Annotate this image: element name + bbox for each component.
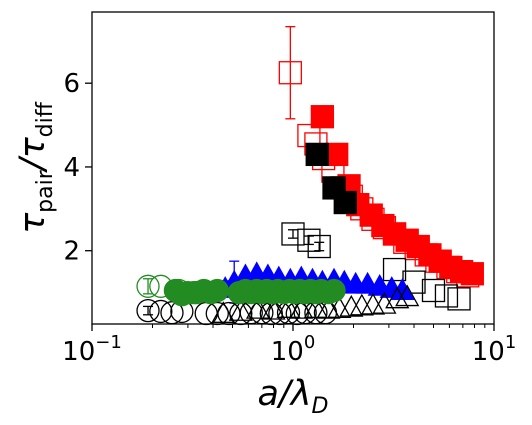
series-5-triangle-point (261, 297, 286, 320)
x-tick-exponent: −1 (95, 332, 122, 353)
y-axis-label-tau: τ (13, 212, 53, 234)
y-tick-label: 4 (63, 153, 80, 183)
series-1-square-point (310, 105, 335, 129)
series-7-circle-point (136, 274, 160, 298)
series-1-square-point (460, 262, 484, 286)
series-8-circle-point (322, 278, 346, 303)
series-0-square-point (278, 61, 302, 85)
series-5-triangle-point (395, 284, 420, 307)
y-tick-label: 6 (63, 69, 80, 99)
series-3-square-point (421, 278, 446, 303)
x-tick-label: 10−1 (62, 332, 122, 367)
x-axis-label-subscript: D (312, 394, 329, 419)
series-2-square-point (305, 142, 329, 167)
x-tick-base: 10 (271, 337, 304, 367)
series-5-triangle-point (245, 297, 271, 319)
series-6-circle-point (149, 299, 173, 324)
series-6-circle-point (136, 298, 160, 323)
series-8-circle-point (205, 278, 229, 303)
series-5-triangle-point (339, 294, 364, 317)
series-3-square-point (297, 228, 321, 252)
x-tick-base: 10 (62, 337, 95, 367)
series-1-square-point (325, 142, 349, 167)
series-5-triangle-point (276, 296, 301, 318)
series-3-square-point (447, 287, 471, 311)
series-3-square-point (307, 234, 331, 259)
x-tick-base: 10 (472, 337, 505, 367)
y-tick-label: 2 (63, 237, 80, 267)
x-tick-exponent: 1 (505, 332, 516, 353)
y-axis-label-sub-pair: pair (33, 169, 58, 213)
y-axis-label-slash: / (13, 155, 53, 173)
series-3-square-point (382, 257, 407, 282)
y-axis-label: τpair/τdiff (13, 101, 58, 234)
data-marks (136, 26, 484, 326)
x-tick-label: 101 (472, 332, 517, 367)
series-5-triangle-point (228, 299, 253, 321)
series-3-square-point (281, 222, 305, 246)
series-5-triangle-point (372, 291, 397, 314)
series-3-square-point (434, 284, 459, 308)
series-2-square-point (333, 190, 357, 215)
series-5-triangle-point (385, 286, 410, 309)
y-axis-label-tau-2: τ (13, 136, 53, 158)
x-tick-exponent: 0 (304, 332, 315, 353)
y-axis-label-sub-diff: diff (33, 101, 58, 137)
x-tick-label: 100 (271, 332, 316, 367)
x-axis-label-main: a/λ (258, 374, 312, 414)
x-axis-label: a/λD (258, 374, 329, 419)
